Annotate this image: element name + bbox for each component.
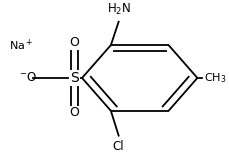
Text: Cl: Cl (112, 140, 124, 153)
Text: H$_2$N: H$_2$N (106, 2, 130, 17)
Text: O: O (69, 106, 79, 120)
Text: CH$_3$: CH$_3$ (203, 71, 226, 85)
Text: Na$^+$: Na$^+$ (9, 38, 33, 53)
Text: $^{-}$O: $^{-}$O (19, 71, 37, 84)
Text: S: S (70, 71, 78, 85)
Text: O: O (69, 36, 79, 49)
